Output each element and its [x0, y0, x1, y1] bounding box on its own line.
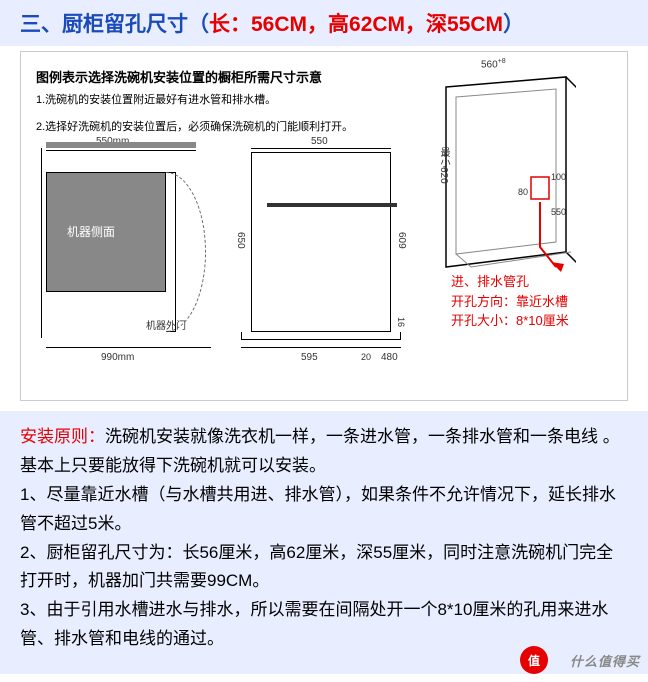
watermark-text: 什么值得买 — [570, 651, 640, 670]
diagram-area: 图例表示选择洗碗机安装位置的橱柜所需尺寸示意 1.洗碗机的安装位置附近最好有进水… — [20, 51, 628, 401]
dim-min620: 最小620 — [436, 147, 451, 184]
title-dimensions: 长：56CM，高62CM，深55CM — [209, 13, 503, 36]
principle-paragraph: 安装原则：洗碗机安装就像洗衣机一样，一条进水管，一条排水管和一条电线 。基本上只… — [20, 423, 628, 481]
dim-990: 990mm — [101, 352, 134, 363]
door-swing-arc — [166, 172, 206, 332]
dim-595: 595 — [301, 352, 318, 363]
dim-20: 20 — [361, 352, 371, 362]
dim-80: 80 — [518, 187, 528, 197]
principle-label: 安装原则： — [20, 427, 105, 446]
dim-16: 16 — [396, 317, 406, 327]
dim-650: 650 — [235, 232, 246, 249]
title-section: 三、厨柜留孔尺寸（长：56CM，高62CM，深55CM） — [0, 0, 648, 46]
machine-front — [251, 152, 391, 332]
watermark-logo: 值 — [520, 646, 548, 674]
schematic-row: 550mm 机器侧面 机器外门 990mm 550 650 609 16 — [36, 142, 612, 372]
principle-text: 洗碗机安装就像洗衣机一样，一条进水管，一条排水管和一条电线 。基本上只要能放得下… — [20, 427, 620, 475]
front-view-schematic: 550 650 609 16 595 20 480 — [241, 142, 411, 372]
title-suffix: ） — [503, 13, 524, 36]
anno-line3: 开孔大小：8*10厘米 — [451, 311, 591, 331]
side-label: 机器侧面 — [67, 223, 115, 240]
instruction-2: 2、厨柜留孔尺寸为：长56厘米，高62厘米，深55厘米，同时注意洗碗机门完全打开… — [20, 539, 628, 597]
dim-480: 480 — [381, 352, 398, 363]
dim-c550: 550 — [551, 207, 566, 217]
dim-560: 560+8 — [481, 58, 506, 70]
machine-side-body: 机器侧面 — [46, 172, 166, 292]
cabinet-schematic: 560+8 最小620 100 80 550 进、排水管孔 开孔方向：靠近水槽 … — [426, 72, 596, 322]
dim-550: 550 — [311, 136, 328, 147]
instruction-1: 1、尽量靠近水槽（与水槽共用进、排水管），如果条件不允许情况下，延长排水管不超过… — [20, 481, 628, 539]
side-view-schematic: 550mm 机器侧面 机器外门 990mm — [36, 142, 226, 372]
title-prefix: 三、厨柜留孔尺寸（ — [20, 13, 209, 36]
anno-line2: 开孔方向：靠近水槽 — [451, 292, 591, 312]
dim-609: 609 — [396, 232, 407, 249]
handle — [267, 203, 397, 207]
instructions-section: 安装原则：洗碗机安装就像洗衣机一样，一条进水管，一条排水管和一条电线 。基本上只… — [0, 411, 648, 674]
dim-100: 100 — [551, 172, 566, 182]
anno-line1: 进、排水管孔 — [451, 272, 591, 292]
hole-annotation: 进、排水管孔 开孔方向：靠近水槽 开孔大小：8*10厘米 — [451, 272, 591, 331]
